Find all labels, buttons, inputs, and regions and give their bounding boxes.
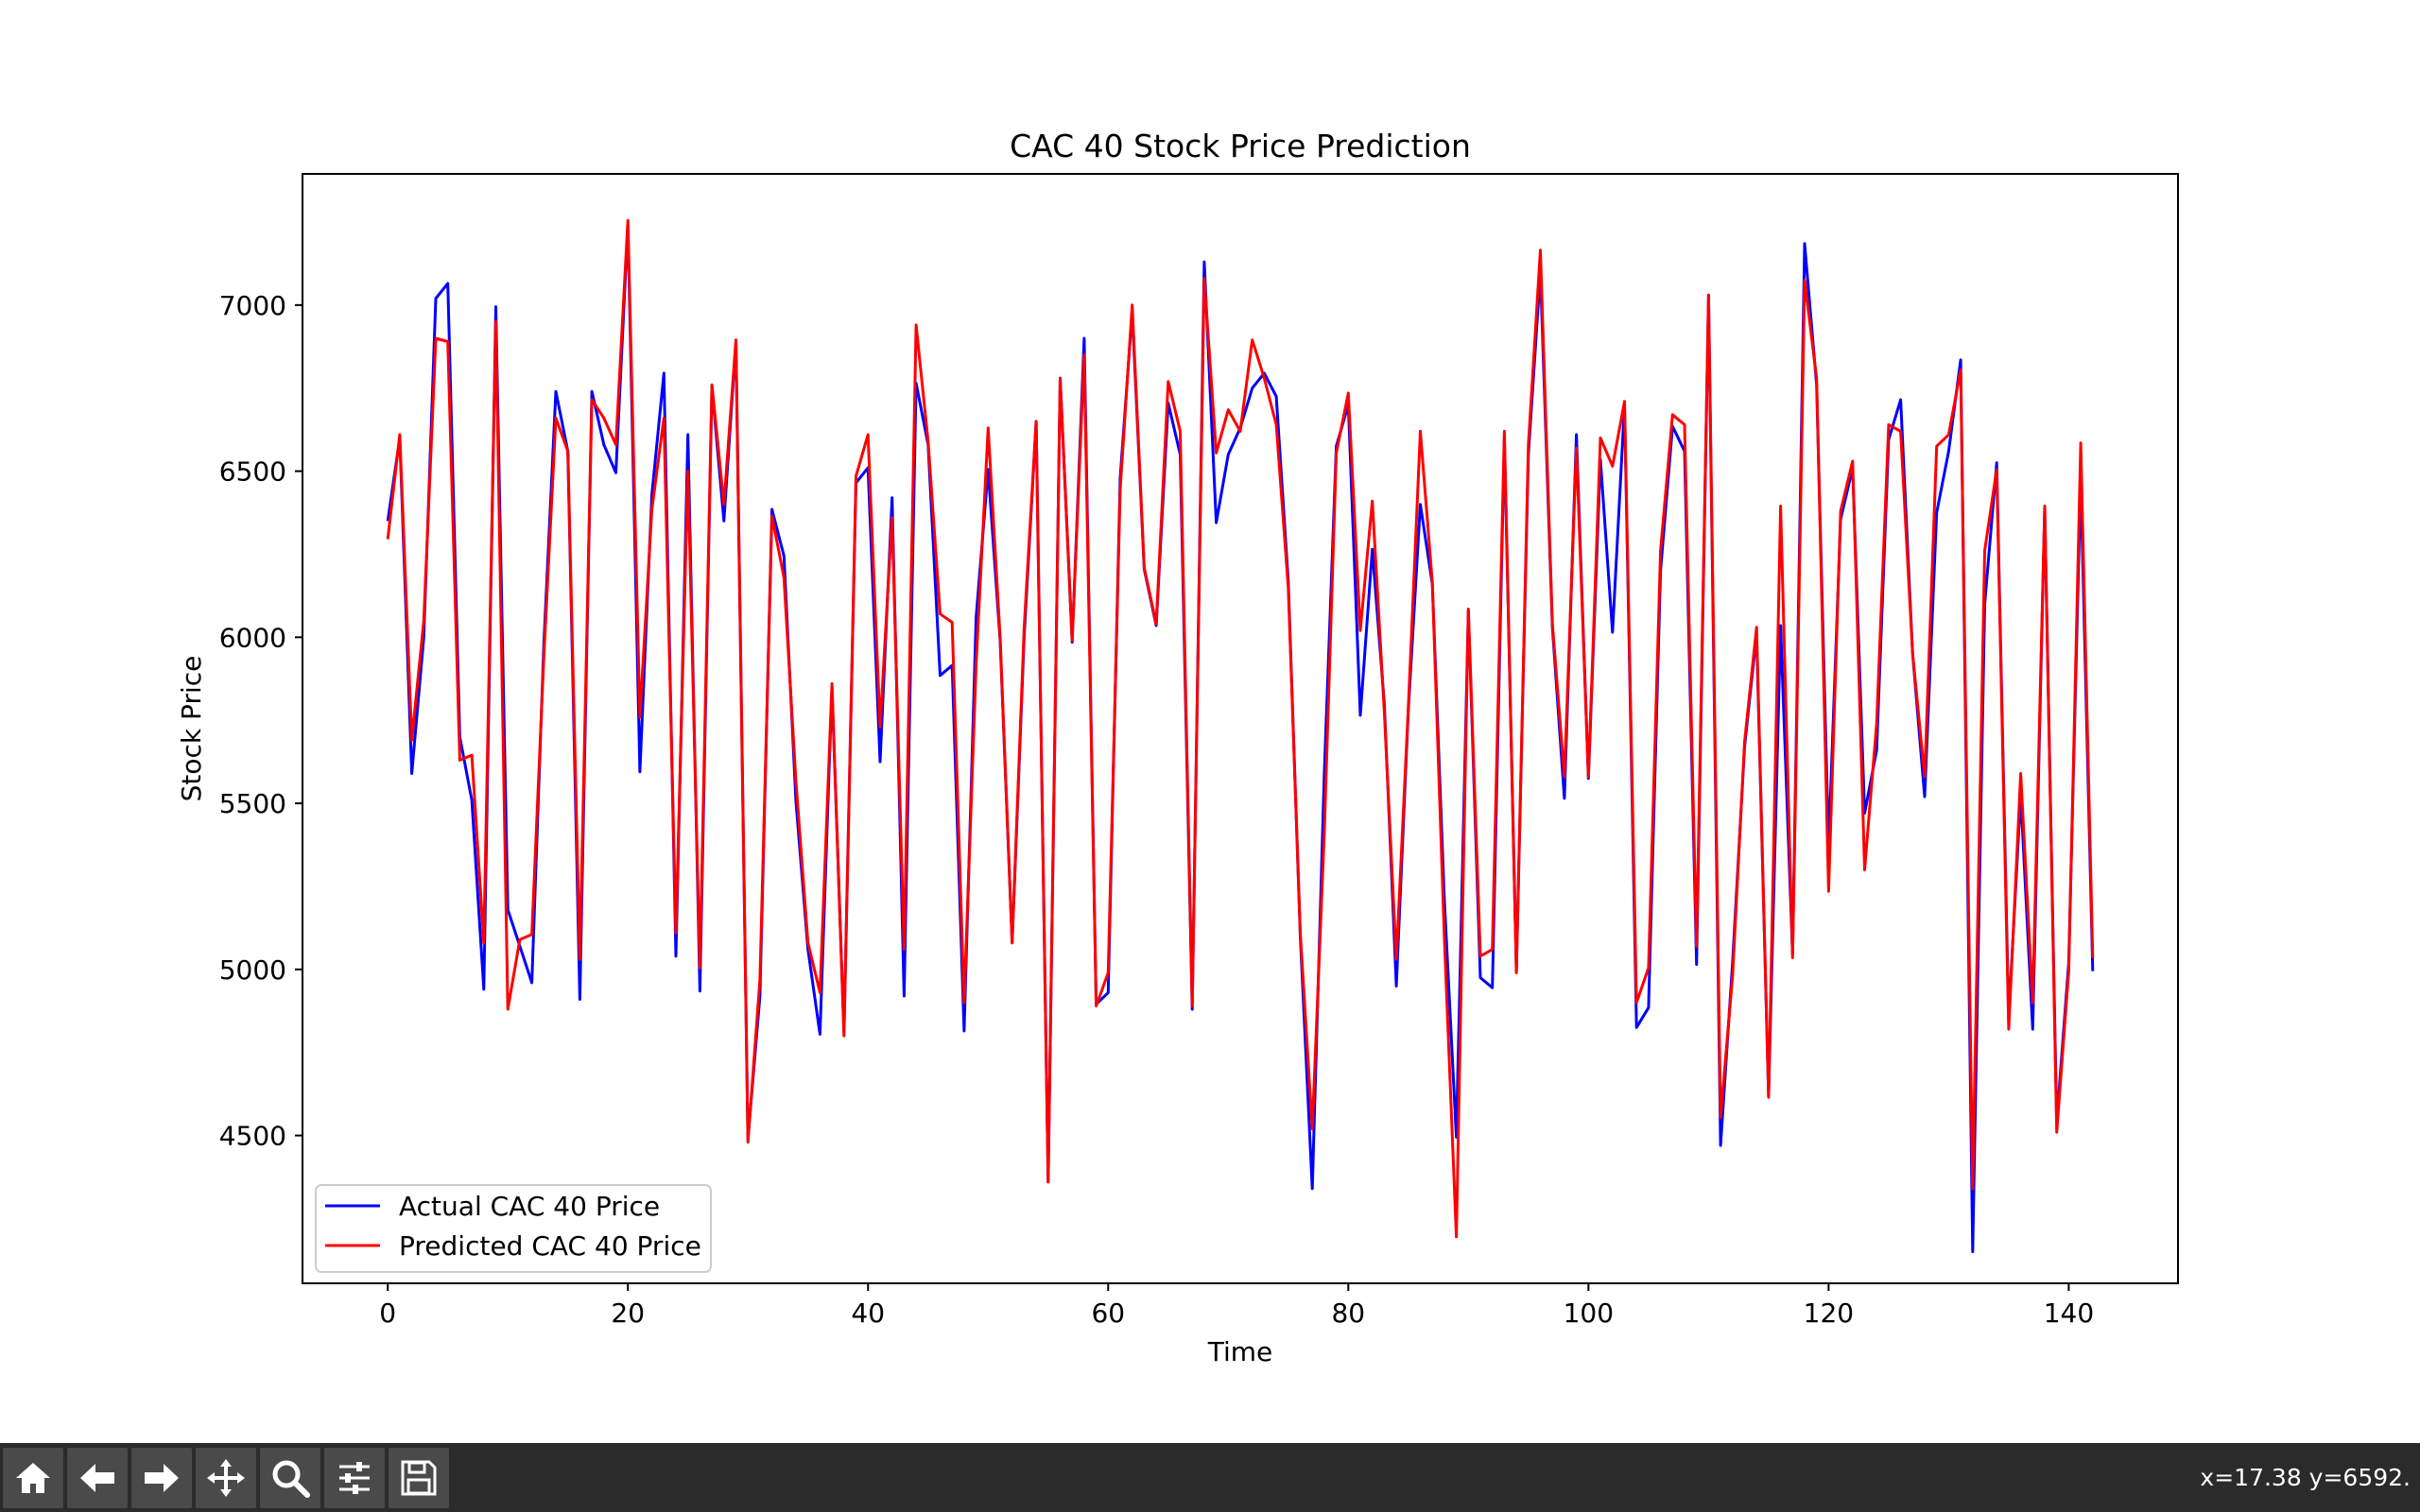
x-axis-label: Time xyxy=(1207,1336,1273,1367)
back-button[interactable] xyxy=(67,1448,128,1508)
y-tick-label: 4500 xyxy=(219,1121,286,1152)
y-tick-label: 7000 xyxy=(219,290,286,321)
x-tick-label: 80 xyxy=(1331,1297,1365,1329)
y-axis: 4500 5000 5500 6000 6500 7000 xyxy=(219,290,302,1152)
navigation-toolbar: x=17.38 y=6592. xyxy=(0,1443,2420,1512)
x-tick-label: 120 xyxy=(1804,1297,1854,1329)
chart-title: CAC 40 Stock Price Prediction xyxy=(1010,128,1471,164)
y-tick-label: 5500 xyxy=(219,788,286,819)
configure-button[interactable] xyxy=(324,1448,385,1508)
x-axis: 0 20 40 60 80 100 120 140 xyxy=(379,1283,2094,1329)
legend-box xyxy=(315,1184,712,1273)
x-tick-label: 140 xyxy=(2044,1297,2094,1329)
pan-icon xyxy=(207,1459,245,1497)
x-tick-label: 0 xyxy=(379,1297,396,1329)
forward-icon xyxy=(145,1464,179,1492)
back-icon xyxy=(80,1464,114,1492)
save-button[interactable] xyxy=(389,1448,449,1508)
zoom-button[interactable] xyxy=(260,1448,320,1508)
legend: Actual CAC 40 Price Predicted CAC 40 Pri… xyxy=(315,1184,712,1273)
forward-button[interactable] xyxy=(131,1448,192,1508)
y-tick-label: 6500 xyxy=(219,456,286,488)
save-icon xyxy=(401,1460,437,1496)
x-tick-label: 100 xyxy=(1564,1297,1614,1329)
x-tick-label: 40 xyxy=(851,1297,885,1329)
chart[interactable]: CAC 40 Stock Price Prediction 0 20 40 60 80 1… xyxy=(0,0,2420,1443)
pan-button[interactable] xyxy=(196,1448,256,1508)
home-button[interactable] xyxy=(3,1448,63,1508)
axes-frame xyxy=(302,173,2179,1284)
x-tick-label: 60 xyxy=(1091,1297,1125,1329)
y-tick-label: 6000 xyxy=(219,622,286,653)
y-axis-label: Stock Price xyxy=(176,656,207,802)
y-tick-label: 5000 xyxy=(219,954,286,986)
figure: CAC 40 Stock Price Prediction 0 20 40 60 80 1… xyxy=(0,0,2420,1443)
series-layer xyxy=(386,218,2095,1254)
configure-icon xyxy=(339,1462,370,1494)
zoom-icon xyxy=(272,1460,310,1498)
home-icon xyxy=(16,1463,50,1493)
legend-label-predicted: Predicted CAC 40 Price xyxy=(399,1230,701,1262)
cursor-coordinates: x=17.38 y=6592. xyxy=(2200,1464,2411,1491)
x-tick-label: 20 xyxy=(611,1297,645,1329)
legend-label-actual: Actual CAC 40 Price xyxy=(399,1191,660,1222)
series-line-predicted xyxy=(386,218,2095,1239)
series-line-actual xyxy=(386,224,2095,1254)
